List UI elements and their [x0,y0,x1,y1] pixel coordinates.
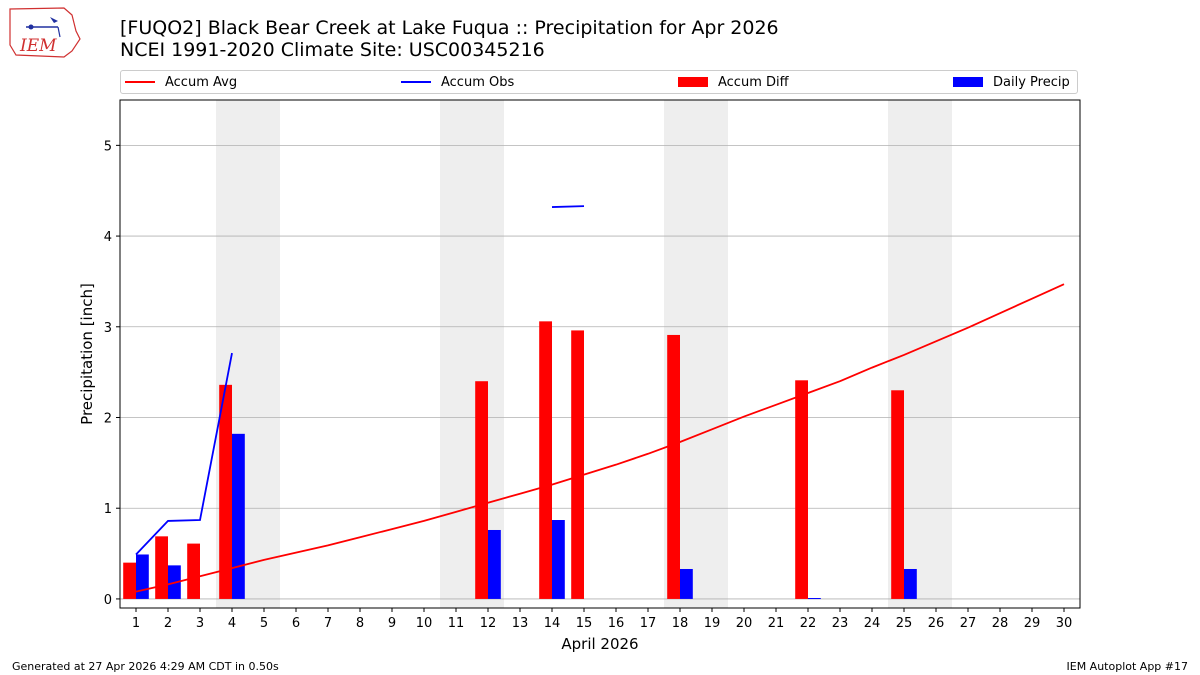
x-tick-label-6: 6 [292,616,300,631]
y-axis-ticks: 0 1 2 3 4 5 [104,139,120,608]
y-tick-label-4: 4 [104,230,112,245]
bar-daily-precip-day-12 [488,529,501,599]
legend-swatch-daily-precip [953,77,983,87]
series-lines [135,205,1065,593]
plot-frame [119,99,1081,609]
legend-item-accum-diff: Accum Diff [678,71,789,93]
x-tick-label-21: 21 [768,616,785,631]
x-tick-label-5: 5 [260,616,268,631]
legend-item-daily-precip: Daily Precip [953,71,1070,93]
chart-subtitle: NCEI 1991-2020 Climate Site: USC00345216 [120,39,545,61]
x-tick-label-22: 22 [800,616,817,631]
bar-accum-diff-day-25 [891,390,904,599]
y-tick-label-2: 2 [104,412,112,427]
legend-swatch-accum-diff [678,77,708,87]
line-accum-obs-segment-1 [551,205,585,208]
legend-item-accum-avg: Accum Avg [125,71,237,93]
line-accum-obs-segment-0 [135,352,233,556]
weekend-shade-1 [440,100,504,608]
bar-accum-diff-day-3 [187,543,200,599]
legend-label-accum-diff: Accum Diff [718,74,789,90]
x-tick-label-7: 7 [324,616,332,631]
x-tick-label-13: 13 [512,616,529,631]
legend: Accum Avg Accum Obs Accum Diff Daily Pre… [120,70,1078,94]
bar-daily-precip-day-14 [552,520,565,599]
bar-accum-diff-day-22 [795,380,808,599]
y-tick-label-1: 1 [104,502,112,517]
x-tick-label-16: 16 [608,616,625,631]
x-axis-label: April 2026 [561,635,638,653]
footer-app: IEM Autoplot App #17 [1066,660,1189,673]
x-tick-label-15: 15 [576,616,593,631]
legend-swatch-accum-obs [401,81,431,83]
weekend-shading [216,100,952,608]
x-tick-label-26: 26 [928,616,945,631]
x-tick-label-11: 11 [448,616,465,631]
footer-generated: Generated at 27 Apr 2026 4:29 AM CDT in … [12,660,279,673]
x-axis-ticks: 1 2 3 4 5 6 7 8 9 10 11 12 13 14 15 16 17 18 19 20 21 22 23 24 2… [132,608,1072,631]
bar-daily-precip-day-4 [232,433,245,599]
legend-label-accum-obs: Accum Obs [441,74,515,90]
x-tick-label-27: 27 [960,616,977,631]
bar-daily-precip-day-1 [136,554,149,599]
chart-title: [FUQO2] Black Bear Creek at Lake Fuqua :… [120,17,779,39]
legend-swatch-accum-avg [125,81,155,83]
x-tick-label-24: 24 [864,616,881,631]
x-tick-label-30: 30 [1056,616,1073,631]
x-tick-label-9: 9 [388,616,396,631]
line-accum-avg [135,283,1065,593]
bar-daily-precip-day-25 [904,568,917,599]
x-tick-label-17: 17 [640,616,657,631]
x-tick-label-28: 28 [992,616,1009,631]
x-tick-label-20: 20 [736,616,753,631]
bar-daily-precip-day-22 [808,598,821,600]
y-axis-label: Precipitation [inch] [78,283,96,425]
legend-label-daily-precip: Daily Precip [993,74,1070,90]
x-tick-label-25: 25 [896,616,913,631]
bar-accum-diff-day-15 [571,330,584,599]
x-tick-label-2: 2 [164,616,172,631]
svg-text:IEM: IEM [19,36,57,56]
y-tick-label-0: 0 [104,593,112,608]
legend-label-accum-avg: Accum Avg [165,74,238,90]
iem-logo: IEM [9,7,81,58]
x-tick-label-18: 18 [672,616,689,631]
legend-item-accum-obs: Accum Obs [401,71,514,93]
bars [123,321,917,600]
bar-accum-diff-day-1 [123,562,136,599]
x-tick-label-3: 3 [196,616,204,631]
x-tick-label-1: 1 [132,616,140,631]
bar-accum-diff-day-14 [539,321,552,599]
bar-accum-diff-day-4 [219,384,232,599]
x-tick-label-14: 14 [544,616,561,631]
x-tick-label-29: 29 [1024,616,1041,631]
y-gridlines [120,144,1080,600]
bar-daily-precip-day-18 [680,568,693,599]
y-tick-label-5: 5 [104,139,112,154]
x-tick-label-8: 8 [356,616,364,631]
x-tick-label-19: 19 [704,616,721,631]
x-tick-label-12: 12 [480,616,497,631]
x-tick-label-23: 23 [832,616,849,631]
bar-accum-diff-day-12 [475,381,488,599]
x-tick-label-10: 10 [416,616,433,631]
bar-accum-diff-day-18 [667,334,680,599]
x-tick-label-4: 4 [228,616,236,631]
bar-accum-diff-day-2 [155,536,168,599]
y-tick-label-3: 3 [104,321,112,336]
